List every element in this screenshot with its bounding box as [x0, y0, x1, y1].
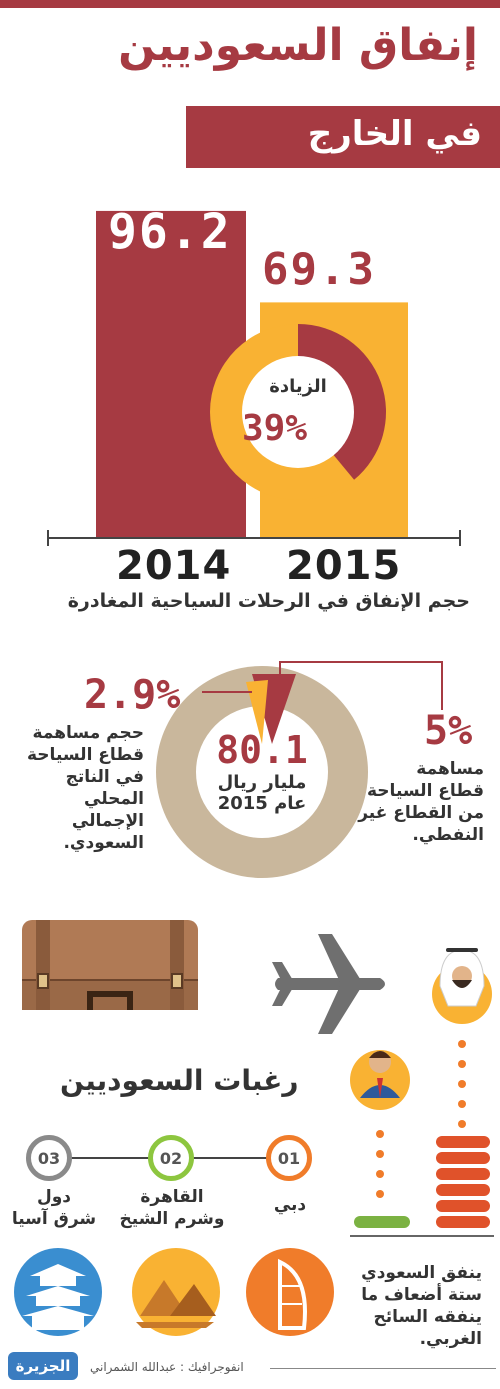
donut-label: الزيادة — [269, 376, 327, 397]
illustrations — [22, 920, 494, 1237]
gdp-donut-chart — [156, 661, 443, 878]
text-line: حجم مساهمة — [32, 723, 144, 743]
text-line: وشرم الشيخ — [119, 1209, 225, 1229]
text-line: شرق آسيا — [11, 1209, 97, 1229]
page-subtitle: في الخارج — [307, 114, 482, 154]
gdp-pct-right: 5% — [424, 708, 473, 754]
text-line: ستة أضعاف ما — [361, 1285, 482, 1305]
airplane-icon — [272, 934, 385, 1034]
destinations-heading: رغبات السعوديين — [60, 1064, 299, 1097]
year-label-2014: 2014 — [116, 543, 232, 589]
spending-bar-chart — [47, 210, 461, 546]
destination-icons — [14, 1248, 334, 1336]
gdp-center: 80.1 مليار ريال عام 2015 — [204, 728, 320, 814]
top-rule — [0, 0, 500, 8]
pagoda-icon — [14, 1248, 102, 1336]
destination-num-02: 02 — [148, 1135, 194, 1181]
logo-text: الجزيرة — [15, 1357, 71, 1375]
destinations-timeline — [50, 1157, 288, 1159]
footer-credit: انفوجرافيك : عبدالله الشمراني — [90, 1360, 244, 1374]
gdp-year: عام 2015 — [217, 793, 307, 814]
value-label-2015: 69.3 — [262, 244, 376, 295]
suitcase-icon — [22, 920, 198, 1010]
gdp-value: 80.1 — [216, 728, 308, 772]
western-person-icon — [350, 1050, 410, 1110]
text-line: المحلي — [84, 789, 144, 809]
text-line: دول — [36, 1187, 72, 1207]
text-line: النفطي. — [412, 825, 484, 845]
text-line: القاهرة — [140, 1187, 204, 1207]
text-line: ينفقه السائح — [373, 1307, 482, 1327]
saudi-person-icon — [432, 948, 492, 1024]
text-line: مساهمة — [416, 759, 484, 779]
text-line: الغربي. — [419, 1329, 482, 1349]
text-line: قطاع السياحة — [27, 745, 144, 765]
text-line: من القطاع غير — [358, 803, 484, 823]
footer-rule — [270, 1368, 496, 1369]
donut-hole — [242, 356, 354, 468]
pyramids-icon — [132, 1248, 220, 1336]
gdp-donut-hole — [196, 706, 328, 838]
donut-percent: 39% — [242, 408, 308, 449]
dotted-connector-saudi — [458, 1040, 466, 1128]
gdp-unit: مليار ريال — [217, 772, 307, 793]
destination-label-02: القاهرة وشرم الشيخ — [116, 1186, 228, 1230]
subtitle-banner: في الخارج — [186, 106, 500, 168]
destination-label-01: دبي — [262, 1194, 318, 1216]
logo-badge: الجزيرة — [8, 1352, 78, 1380]
gdp-left-text: حجم مساهمة قطاع السياحة في الناتج المحلي… — [27, 722, 144, 854]
text-line: ينفق السعودي — [361, 1263, 482, 1283]
destination-label-03: دول شرق آسيا — [8, 1186, 100, 1230]
bar-chart-caption: حجم الإنفاق في الرحلات السياحية المغادرة — [67, 590, 470, 612]
text-line: السعودي. — [63, 833, 144, 853]
text-line: دبي — [273, 1195, 307, 1215]
year-label-2015: 2015 — [286, 543, 402, 589]
text-line: قطاع السياحة — [367, 781, 484, 801]
gdp-right-text: مساهمة قطاع السياحة من القطاع غير النفطي… — [358, 758, 484, 846]
slice-2-9pct — [246, 680, 268, 744]
text-line: في الناتج — [65, 767, 144, 787]
dotted-connector-western — [376, 1130, 384, 1198]
destination-num-03: 03 — [26, 1135, 72, 1181]
page-title: إنفاق السعوديين — [118, 20, 478, 71]
comparison-text: ينفق السعودي ستة أضعاف ما ينفقه السائح ا… — [361, 1262, 482, 1350]
leader-line-5pct — [279, 661, 443, 710]
destination-num-01: 01 — [266, 1135, 312, 1181]
saudi-spending-stack — [436, 1136, 490, 1228]
western-spending-stack — [354, 1216, 410, 1228]
gdp-pct-left: 2.9% — [84, 672, 181, 718]
burj-al-arab-icon — [246, 1248, 334, 1336]
value-label-2014: 96.2 — [108, 204, 232, 260]
text-line: الإجمالي — [71, 811, 144, 831]
